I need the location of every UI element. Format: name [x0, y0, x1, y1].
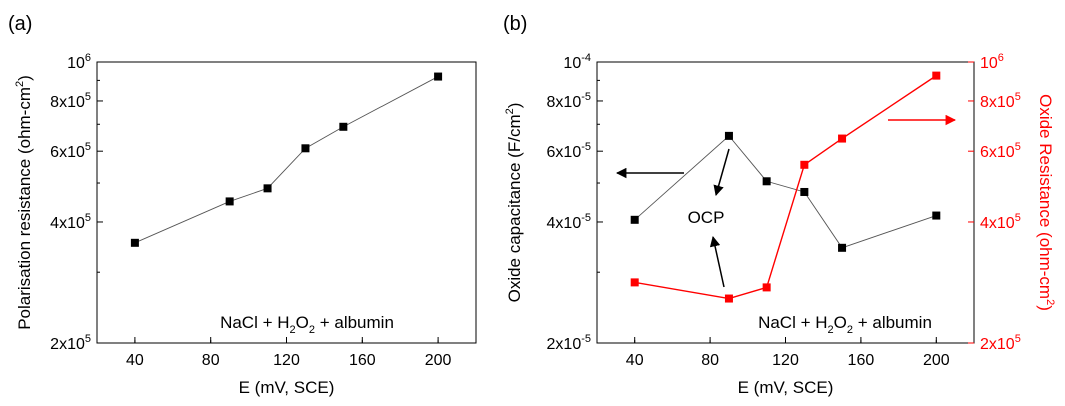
y-right-tick-label: 8x105: [980, 91, 1021, 111]
ocp-arrow-resistance: [709, 235, 725, 288]
data-point-marker: [800, 187, 809, 196]
panel-b-annotation: NaCl + H2O2 + albumin: [758, 313, 932, 336]
data-point-marker: [724, 294, 733, 303]
data-point-marker: [130, 238, 139, 247]
y-tick-label: 2x10-5: [547, 333, 591, 353]
x-tick-label: 80: [701, 352, 719, 369]
y-right-tick-label: 4x105: [980, 212, 1021, 232]
data-point-marker: [225, 197, 234, 206]
x-tick-label: 80: [202, 352, 220, 369]
data-point-marker: [630, 278, 639, 287]
data-point-marker: [630, 215, 639, 224]
data-point-marker: [339, 122, 348, 131]
y-tick-label: 8x10-5: [547, 91, 591, 111]
y-tick-label: 6x10-5: [547, 141, 591, 161]
panel-b-y-axis-label-right: Oxide Resistance (ohm-cm2): [1036, 94, 1056, 311]
panel-a-plot-frame: [96, 61, 477, 344]
x-tick-label: 40: [126, 352, 144, 369]
y-tick-label: 4x105: [50, 212, 91, 232]
panel-b-label: (b): [503, 13, 527, 35]
panel-b-series: [630, 71, 941, 303]
panel-b-ocp-label: OCP: [688, 208, 725, 227]
x-tick-label: 160: [349, 352, 376, 369]
y-tick-label: 106: [67, 52, 91, 72]
data-point-marker: [762, 283, 771, 292]
panel-b-ticks: 40 80 120 160 200 2x10-5 4x10-5 6x10-5 8x10-5 10-…: [547, 52, 1021, 369]
panel-a-label: (a): [8, 13, 32, 35]
x-tick-label: 200: [425, 352, 452, 369]
panel-b-y-axis-label-left: Oxide capacitance (F/cm2): [504, 103, 524, 303]
y-tick-label: 2x105: [50, 333, 91, 353]
panel-a-series: [130, 72, 443, 247]
data-point-marker: [762, 177, 771, 186]
data-point-marker: [724, 131, 733, 140]
panel-b-x-axis-label: E (mV, SCE): [738, 378, 834, 397]
data-point-marker: [434, 72, 443, 81]
x-tick-label: 40: [626, 352, 644, 369]
series-line: [134, 76, 439, 244]
data-point-marker: [838, 134, 847, 143]
data-point-marker: [838, 243, 847, 252]
series-line: [634, 135, 937, 249]
panel-a-ticks: 40 80 120 160 200 2x105 4x105 6x105 8x105 106: [50, 52, 451, 369]
y-tick-label: 4x10-5: [547, 212, 591, 232]
data-point-marker: [301, 144, 310, 153]
x-tick-label: 120: [273, 352, 300, 369]
panel-b-arrows: [615, 114, 957, 288]
y-tick-label: 6x105: [50, 141, 91, 161]
y-tick-label: 10-4: [563, 52, 591, 72]
panel-a: (a) 40 80 120 160 200 2x105 4x105 6x105 8x105 106…: [8, 13, 477, 397]
panel-b: (b) 40 80 120 160 200 2x10-5 4x10-5 6x10-5 8x10-…: [503, 13, 1056, 397]
panel-a-annotation: NaCl + H2O2 + albumin: [220, 313, 394, 336]
panel-a-x-axis-label: E (mV, SCE): [239, 378, 335, 397]
y-right-tick-label: 6x105: [980, 141, 1021, 161]
data-point-marker: [263, 184, 272, 193]
data-point-marker: [800, 160, 809, 169]
y-right-tick-label: 2x105: [980, 333, 1021, 353]
y-tick-label: 8x105: [50, 91, 91, 111]
panel-a-y-axis-label: Polarisation resistance (ohm-cm2): [14, 75, 34, 330]
x-tick-label: 160: [848, 352, 875, 369]
x-tick-label: 120: [772, 352, 799, 369]
data-point-marker: [932, 211, 941, 220]
y-right-tick-label: 106: [980, 52, 1004, 72]
x-tick-label: 200: [923, 352, 950, 369]
series-line: [634, 75, 937, 300]
data-point-marker: [932, 71, 941, 80]
ocp-arrow-capacitance: [713, 148, 730, 197]
